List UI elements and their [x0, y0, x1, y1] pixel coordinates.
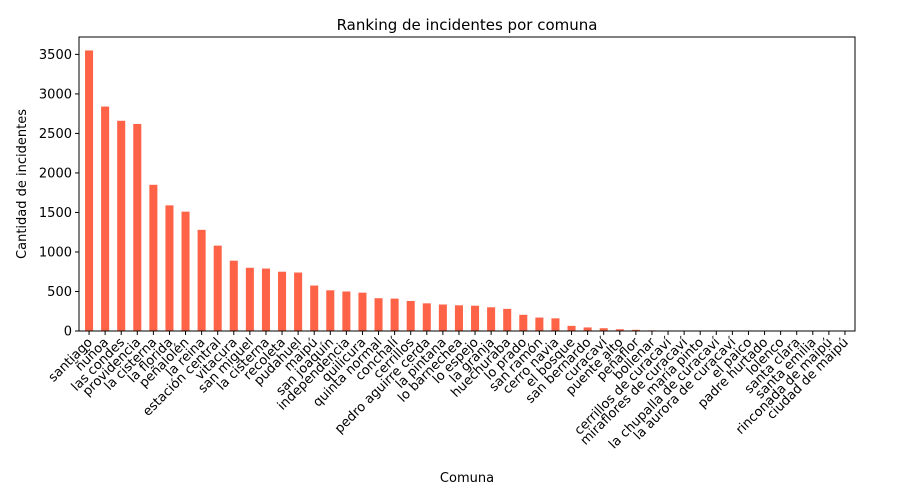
bar	[101, 106, 110, 331]
bar	[374, 298, 383, 331]
bar	[503, 308, 512, 331]
bar	[454, 305, 463, 331]
bar	[197, 229, 206, 331]
bar	[261, 268, 270, 331]
bar	[133, 123, 142, 331]
y-tick-label: 2500	[39, 127, 72, 142]
bar	[615, 329, 624, 331]
bar	[245, 267, 254, 331]
bar	[213, 245, 222, 331]
bar	[599, 328, 608, 331]
y-tick-label: 500	[47, 285, 72, 300]
y-tick-label: 0	[64, 325, 72, 340]
bar	[358, 292, 367, 331]
y-tick-label: 1500	[39, 206, 72, 221]
bar	[85, 50, 94, 331]
y-tick-label: 2000	[39, 166, 72, 181]
y-tick-label: 3000	[39, 87, 72, 102]
x-axis-title: Comuna	[440, 471, 494, 486]
bar	[181, 211, 190, 331]
bar	[551, 318, 560, 331]
bar	[294, 272, 303, 331]
bar	[326, 290, 335, 331]
y-tick-label: 3500	[39, 48, 72, 63]
bars-group	[85, 50, 849, 332]
y-tick-label: 1000	[39, 245, 72, 260]
y-axis: 0 500 1000 1500 2000 2500 3000 3500	[39, 48, 79, 340]
bar	[229, 260, 238, 331]
bar	[406, 300, 415, 331]
bar	[149, 184, 158, 331]
bar	[471, 305, 480, 331]
bar	[165, 205, 174, 331]
bar	[342, 291, 351, 331]
bar	[487, 307, 496, 331]
bar	[567, 325, 576, 331]
bar	[631, 329, 640, 331]
y-axis-title: Cantidad de incidentes	[15, 109, 30, 259]
bar	[438, 304, 447, 331]
bar	[278, 271, 287, 331]
bar	[422, 303, 431, 331]
plot-frame	[78, 36, 856, 332]
bar	[535, 317, 544, 331]
bar	[390, 298, 399, 331]
bar	[583, 327, 592, 331]
bar	[310, 285, 319, 331]
chart-title: Ranking de incidentes por comuna	[337, 16, 598, 34]
bar	[519, 314, 528, 331]
bar	[117, 120, 126, 332]
